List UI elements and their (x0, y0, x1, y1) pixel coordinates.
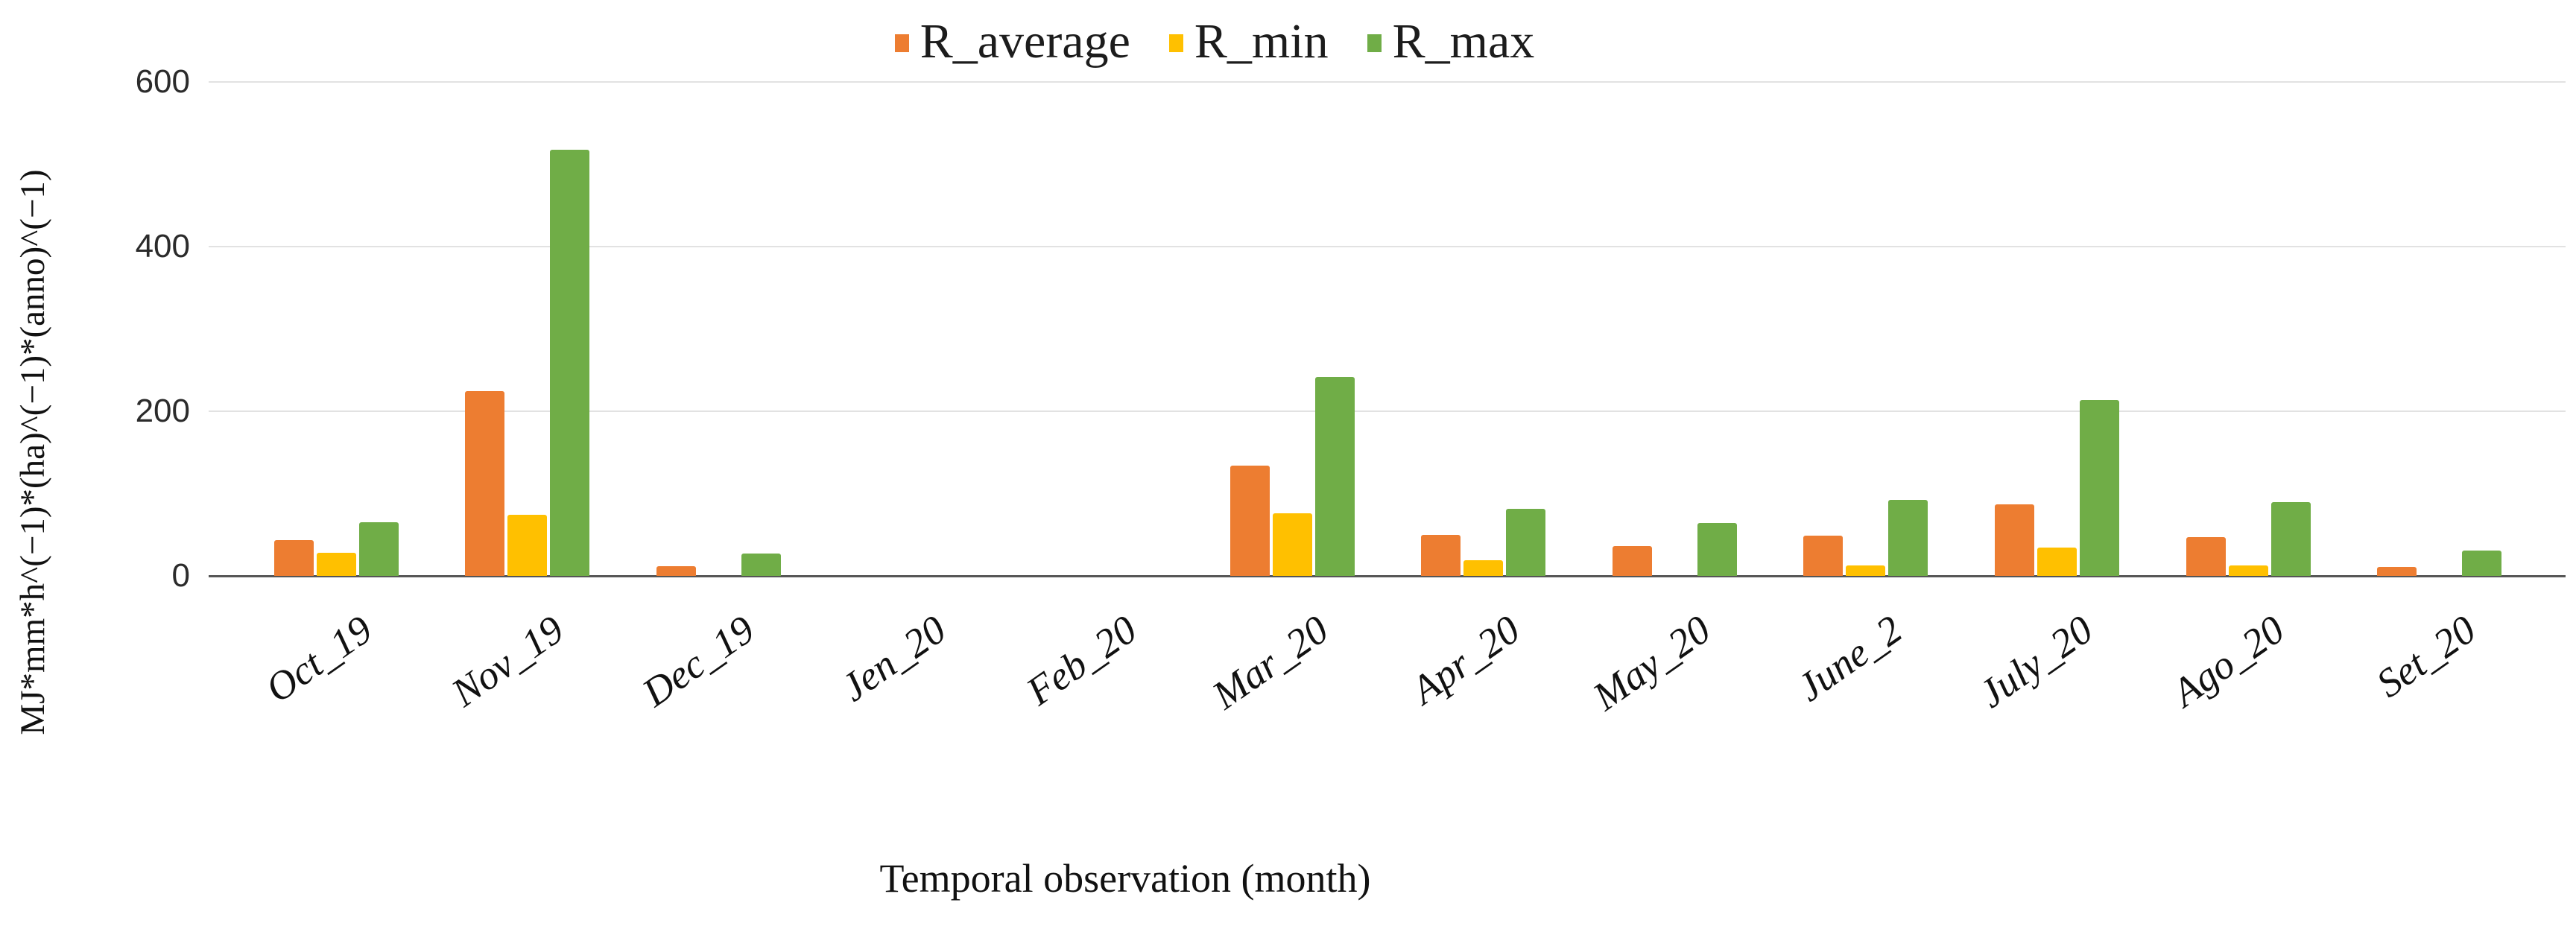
legend-label: R_min (1194, 14, 1329, 69)
x-category-label: Jen_20 (832, 606, 955, 711)
gridline (209, 410, 2566, 412)
x-category-label: Nov_19 (443, 606, 572, 715)
bar-R_min-Ago_20 (2229, 565, 2268, 576)
x-category-label: Set_20 (2367, 606, 2484, 706)
bar-R_min-Apr_20 (1463, 560, 1503, 576)
legend-swatch-R_max (1367, 34, 1382, 52)
bar-R_average-Dec_19 (656, 566, 696, 576)
bar-R_average-Set_20 (2377, 567, 2417, 576)
x-axis-line (209, 575, 2566, 577)
bar-R_max-Dec_19 (741, 554, 781, 576)
y-tick-label: 0 (171, 557, 190, 594)
bar-R_min-Oct_19 (317, 553, 356, 576)
legend-label: R_max (1392, 14, 1535, 69)
x-category-label: Dec_19 (634, 606, 763, 715)
bar-R_max-Mar_20 (1315, 377, 1355, 576)
bar-R_average-Nov_19 (465, 391, 504, 576)
legend-item-R_min: R_min (1168, 14, 1329, 69)
y-axis-title: MJ*mm*h^(−1)*(ha)^(−1)*(anno)^(−1) (13, 169, 52, 735)
x-category-label: Feb_20 (1019, 606, 1145, 714)
x-category-label: June_2 (1788, 606, 1911, 711)
bar-R_max-June_2 (1888, 500, 1928, 576)
y-tick-label: 400 (135, 228, 190, 264)
x-category-label: Mar_20 (1204, 606, 1337, 718)
chart-legend: R_average R_min R_max (0, 10, 2429, 73)
legend-swatch-R_min (1168, 34, 1183, 52)
bar-R_average-June_2 (1803, 536, 1843, 576)
legend-item-R_max: R_max (1367, 14, 1535, 69)
bar-R_max-Set_20 (2462, 551, 2501, 576)
bar-R_average-Oct_19 (274, 540, 314, 576)
bar-R_average-Ago_20 (2186, 537, 2226, 576)
bar-R_min-Nov_19 (507, 515, 547, 576)
x-category-label: Apr_20 (1402, 606, 1528, 713)
bar-R_max-Apr_20 (1506, 509, 1545, 576)
bar-R_average-May_20 (1613, 546, 1652, 576)
bar-R_average-Apr_20 (1421, 535, 1461, 576)
bar-R_min-Mar_20 (1273, 513, 1312, 576)
bar-R_max-Ago_20 (2271, 502, 2311, 576)
x-axis-title: Temporal observation (month) (879, 856, 1371, 901)
x-category-label: Ago_20 (2164, 606, 2293, 715)
bar-R_min-July_20 (2037, 548, 2077, 576)
gridline (209, 246, 2566, 247)
y-tick-label: 200 (135, 393, 190, 429)
legend-label: R_average (920, 14, 1130, 69)
bar-R_min-June_2 (1846, 565, 1885, 576)
gridline (209, 81, 2566, 83)
x-category-label: July_20 (1971, 606, 2101, 717)
legend-item-R_average: R_average (894, 14, 1130, 69)
x-category-label: May_20 (1585, 606, 1719, 720)
legend-swatch-R_average (894, 34, 909, 52)
x-category-label: Oct_19 (257, 606, 381, 711)
bar-R_max-Oct_19 (359, 522, 399, 576)
y-tick-label: 600 (135, 63, 190, 100)
bar-R_average-Mar_20 (1230, 466, 1270, 576)
bar-R_max-Nov_19 (550, 150, 589, 576)
bar-R_max-July_20 (2080, 400, 2119, 576)
bar-R_average-July_20 (1995, 504, 2034, 576)
bar-R_max-May_20 (1697, 523, 1737, 576)
